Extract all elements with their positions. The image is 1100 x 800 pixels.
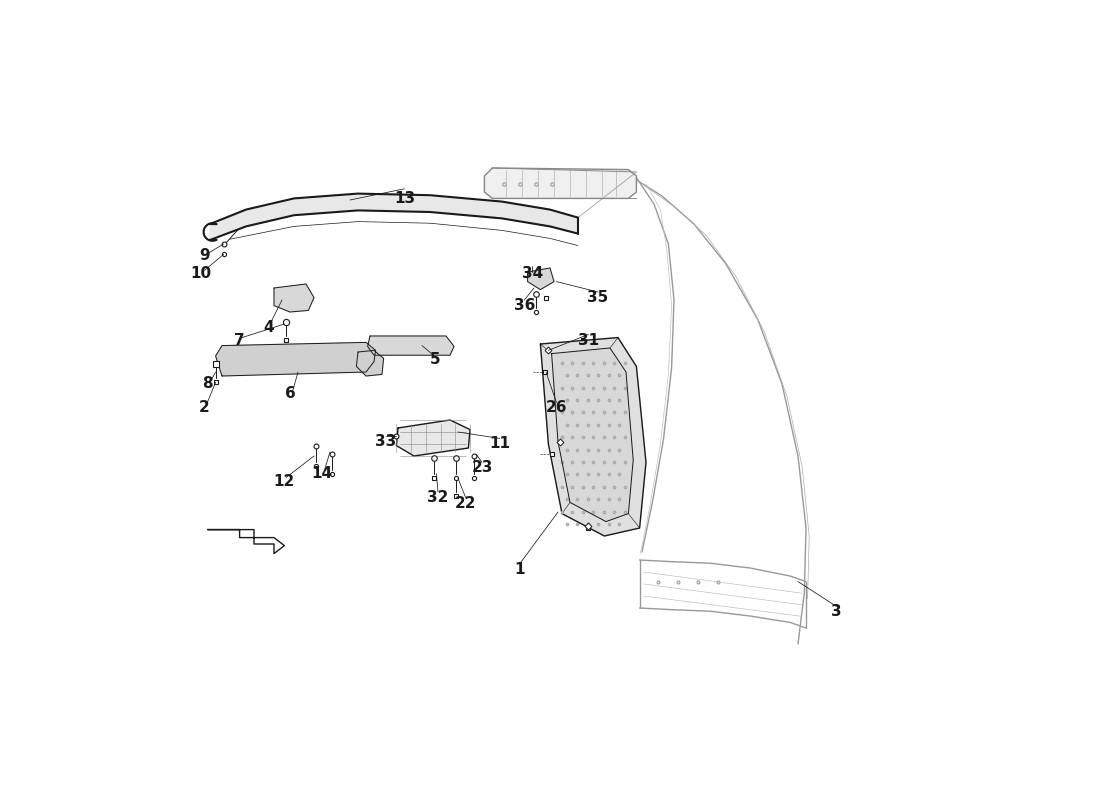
Polygon shape <box>528 268 554 290</box>
Text: 35: 35 <box>587 290 608 305</box>
Polygon shape <box>396 420 470 456</box>
Polygon shape <box>208 530 285 554</box>
Text: 11: 11 <box>490 437 510 451</box>
Text: 26: 26 <box>546 401 568 415</box>
Text: 12: 12 <box>274 474 295 489</box>
Polygon shape <box>551 348 634 522</box>
Text: 8: 8 <box>202 377 213 391</box>
Polygon shape <box>367 336 454 355</box>
Text: 6: 6 <box>285 386 296 401</box>
Text: 7: 7 <box>234 333 245 347</box>
Text: 33: 33 <box>375 434 397 449</box>
Text: 32: 32 <box>427 490 449 505</box>
Text: 10: 10 <box>190 266 211 281</box>
Text: 13: 13 <box>394 191 415 206</box>
Polygon shape <box>216 342 375 376</box>
Text: 2: 2 <box>199 401 210 415</box>
Text: 31: 31 <box>578 333 600 347</box>
Polygon shape <box>484 168 637 198</box>
Polygon shape <box>210 194 578 240</box>
Polygon shape <box>274 284 313 312</box>
Text: 22: 22 <box>455 497 476 511</box>
Text: 14: 14 <box>311 466 332 481</box>
Polygon shape <box>540 338 646 536</box>
Text: 5: 5 <box>429 353 440 367</box>
Text: 1: 1 <box>515 562 525 577</box>
Text: 3: 3 <box>832 605 842 619</box>
Text: 34: 34 <box>521 266 543 281</box>
Polygon shape <box>356 350 384 376</box>
Text: 36: 36 <box>514 298 535 313</box>
Text: 23: 23 <box>471 461 493 475</box>
Text: 9: 9 <box>199 249 210 263</box>
Text: 4: 4 <box>263 321 274 335</box>
